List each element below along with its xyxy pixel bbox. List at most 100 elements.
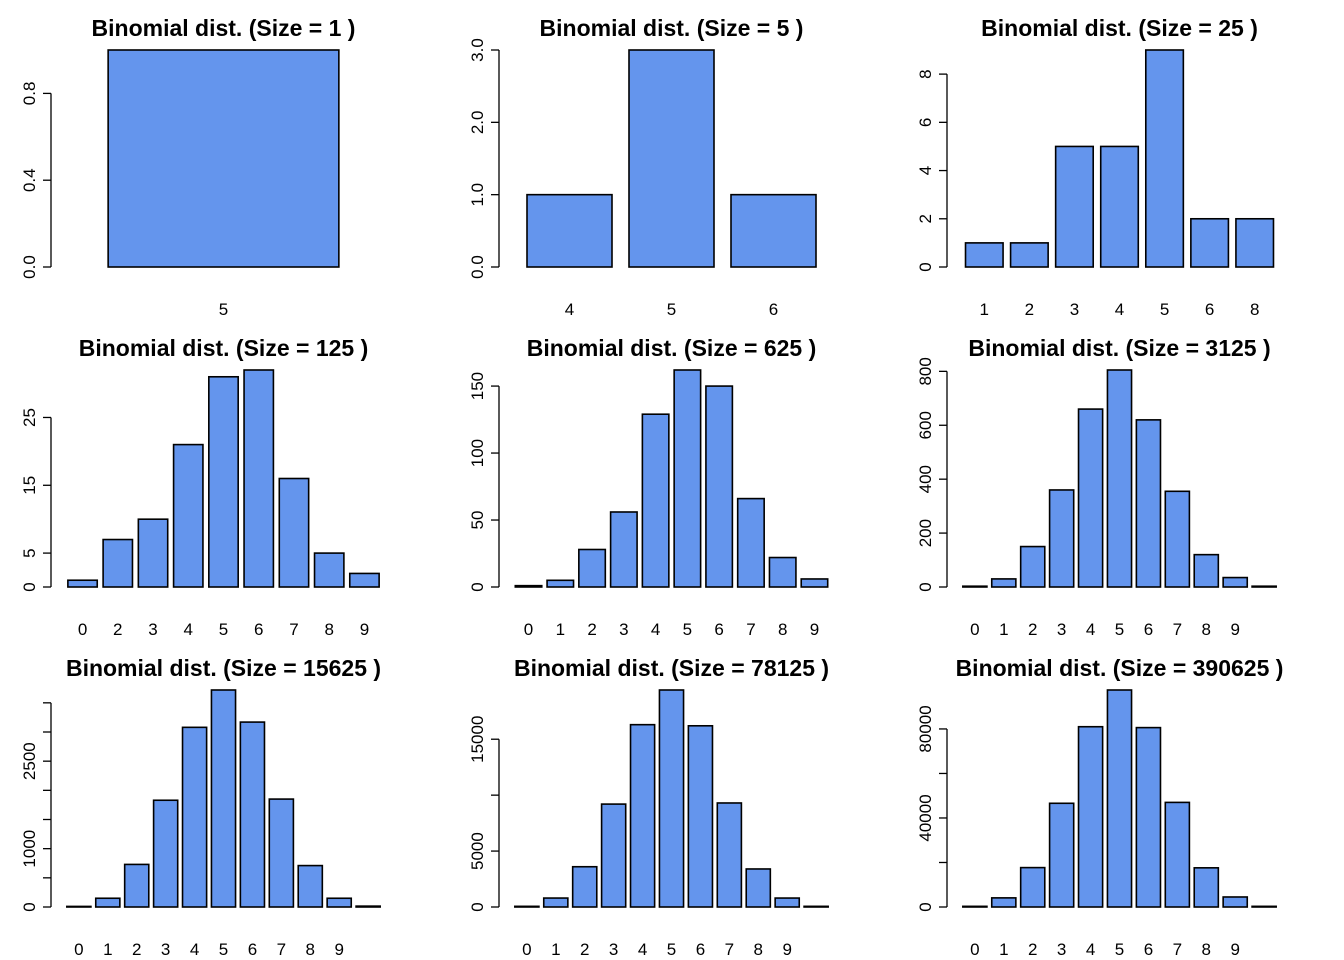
x-tick-label: 8 (1202, 940, 1211, 959)
bar (66, 905, 92, 908)
x-tick-label: 5 (219, 620, 228, 639)
bar (990, 578, 1017, 588)
bar (152, 799, 179, 908)
x-tick-label: 5 (667, 940, 676, 959)
chart-panel-8: Binomial dist. (Size = 78125 ) 0 1 2 3 4 5 6 7 8 9… (468, 655, 829, 959)
y-tick-label: 1.0 (468, 183, 487, 207)
bar (1135, 726, 1162, 908)
bar (800, 578, 829, 588)
y-tick-label: 0.0 (468, 255, 487, 279)
bar (94, 897, 121, 908)
bar (348, 572, 380, 588)
x-tick-label: 4 (565, 300, 574, 319)
y-tick-label: 0.0 (20, 255, 39, 279)
y-tick-label: 100 (468, 439, 487, 467)
chart-title: Binomial dist. (Size = 390625 ) (956, 655, 1284, 681)
x-tick-label: 1 (551, 940, 560, 959)
y-tick-label: 800 (916, 357, 935, 385)
bar (1048, 489, 1075, 588)
x-tick-label: 7 (277, 940, 286, 959)
y-tick-label: 0 (468, 902, 487, 911)
bar (107, 49, 340, 268)
x-tick-label: 7 (725, 940, 734, 959)
bar (1106, 689, 1133, 908)
chart-panel-7: Binomial dist. (Size = 15625 ) 0 1 2 3 4 5 6 7 8 9… (20, 655, 381, 959)
bar (705, 385, 734, 588)
bar (641, 413, 670, 588)
bar (1099, 145, 1140, 268)
x-tick-label: 6 (1205, 300, 1214, 319)
x-tick-label: 5 (683, 620, 692, 639)
bar (67, 579, 99, 588)
bar (297, 864, 324, 908)
y-tick-label: 15000 (468, 716, 487, 763)
bar (1251, 585, 1277, 588)
x-tick-label: 1 (999, 620, 1008, 639)
chart-title: Binomial dist. (Size = 5 ) (540, 15, 804, 41)
bar (278, 477, 310, 588)
y-tick-label: 0.8 (20, 82, 39, 106)
x-tick-label: 5 (219, 940, 228, 959)
x-tick-label: 3 (148, 620, 157, 639)
bar (716, 802, 743, 908)
bar (1135, 419, 1162, 588)
chart-title: Binomial dist. (Size = 1 ) (92, 15, 356, 41)
bar (578, 548, 607, 588)
chart-title: Binomial dist. (Size = 25 ) (981, 15, 1258, 41)
x-tick-label: 7 (746, 620, 755, 639)
chart-panel-3: Binomial dist. (Size = 25 ) 1 2 3 4 5 6 8 0 2 4 6 8 (916, 15, 1275, 319)
y-tick-label: 5000 (468, 832, 487, 870)
chart-panel-1: Binomial dist. (Size = 1 ) 5 0.0 0.4 0.8 (20, 15, 355, 319)
x-tick-label: 3 (1057, 940, 1066, 959)
bar (181, 726, 208, 908)
x-tick-label: 4 (651, 620, 660, 639)
y-tick-label: 0 (916, 582, 935, 591)
chart-panel-9: Binomial dist. (Size = 390625 ) 0 1 2 3 4 5 6 7 8… (916, 655, 1283, 959)
y-tick-label: 2.0 (468, 111, 487, 135)
bar (542, 897, 569, 908)
x-tick-label: 3 (609, 940, 618, 959)
bar (1190, 217, 1230, 268)
bar (990, 897, 1017, 908)
x-tick-label: 9 (782, 940, 791, 959)
bar (803, 905, 829, 908)
x-tick-label: 0 (970, 940, 979, 959)
y-tick-label: 3.0 (468, 38, 487, 62)
x-tick-label: 0 (970, 620, 979, 639)
bar (268, 798, 295, 908)
x-tick-label: 1 (980, 300, 989, 319)
x-tick-label: 6 (696, 940, 705, 959)
x-tick-label: 6 (248, 940, 257, 959)
bar (1251, 905, 1277, 908)
bar (600, 803, 627, 908)
y-tick-label: 150 (468, 372, 487, 400)
x-tick-label: 1 (556, 620, 565, 639)
bar (1019, 545, 1046, 588)
x-tick-label: 5 (219, 300, 228, 319)
y-tick-label: 2 (916, 214, 935, 223)
x-tick-label: 5 (667, 300, 676, 319)
bar (673, 369, 702, 588)
x-tick-label: 4 (190, 940, 199, 959)
x-tick-label: 6 (769, 300, 778, 319)
x-tick-label: 8 (778, 620, 787, 639)
bar (546, 579, 575, 588)
bar (1222, 576, 1249, 588)
x-tick-label: 4 (1086, 620, 1095, 639)
x-tick-label: 2 (1028, 620, 1037, 639)
y-tick-label: 0 (20, 582, 39, 591)
x-tick-label: 2 (1025, 300, 1034, 319)
chart-title: Binomial dist. (Size = 3125 ) (968, 335, 1270, 361)
x-tick-label: 0 (74, 940, 83, 959)
x-tick-label: 8 (1202, 620, 1211, 639)
bar (628, 49, 715, 268)
x-tick-label: 9 (334, 940, 343, 959)
x-tick-label: 5 (1115, 620, 1124, 639)
x-tick-label: 3 (161, 940, 170, 959)
y-tick-label: 5 (20, 548, 39, 557)
bar (687, 724, 714, 908)
y-tick-label: 0.4 (20, 168, 39, 192)
bar (102, 538, 134, 588)
y-tick-label: 80000 (916, 705, 935, 752)
bar (658, 689, 685, 908)
